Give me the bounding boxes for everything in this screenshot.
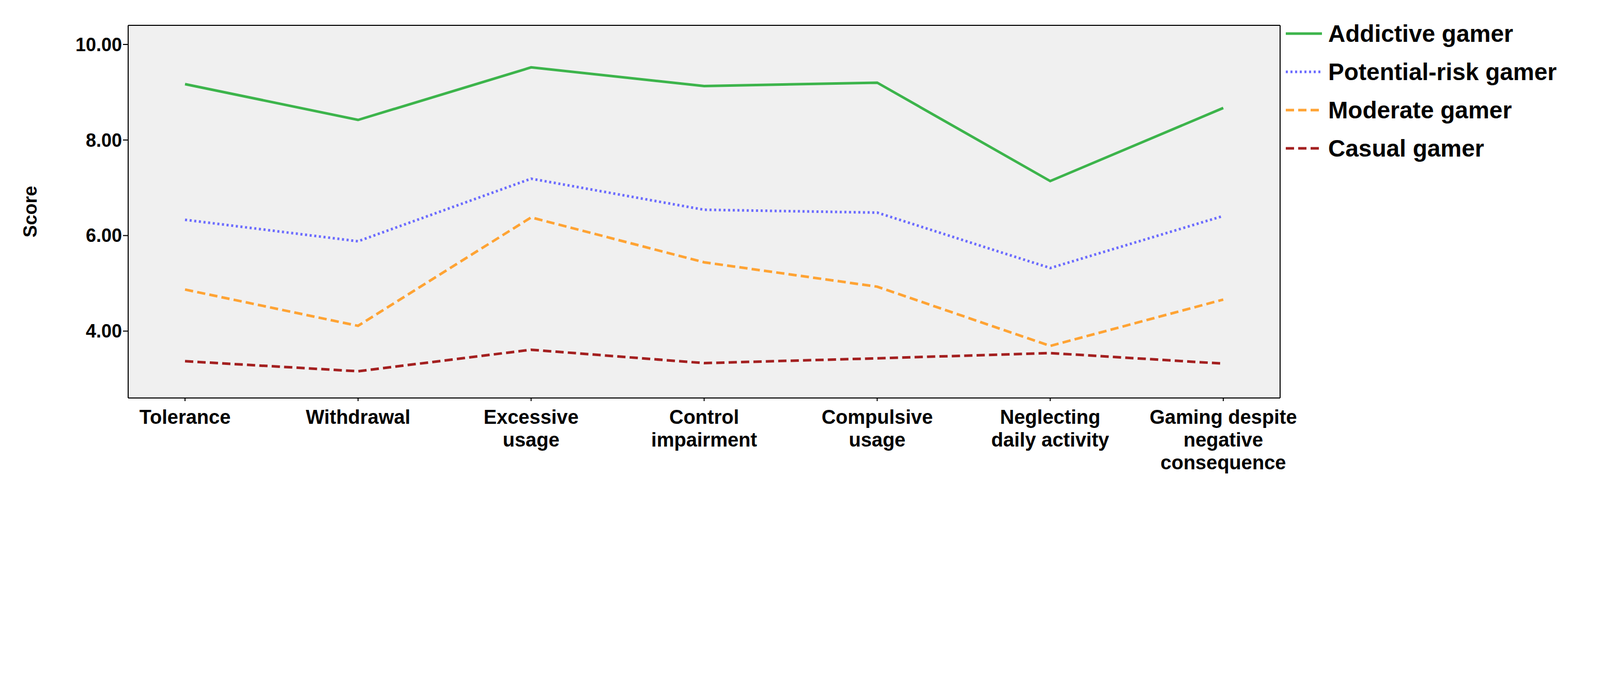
svg-text:Gaming despitenegativeconseque: Gaming despitenegativeconsequence (1149, 406, 1297, 474)
svg-text:10.00: 10.00 (75, 34, 122, 56)
svg-text:Controlimpairment: Controlimpairment (651, 406, 758, 451)
svg-text:Score: Score (19, 185, 41, 238)
svg-text:Neglectingdaily activity: Neglectingdaily activity (991, 406, 1110, 451)
svg-text:Excessiveusage: Excessiveusage (483, 406, 579, 451)
svg-text:Tolerance: Tolerance (139, 406, 232, 428)
svg-text:4.00: 4.00 (85, 320, 122, 342)
svg-text:Compulsiveusage: Compulsiveusage (821, 406, 933, 451)
html-text:Potential-risk gamer: Potential-risk gamer (1328, 58, 1557, 86)
html-text:Moderate gamer: Moderate gamer (1328, 96, 1512, 124)
html-text:Casual gamer: Casual gamer (1328, 134, 1485, 162)
svg-text:8.00: 8.00 (85, 129, 122, 151)
html-text:Addictive gamer: Addictive gamer (1328, 20, 1514, 48)
svg-text:6.00: 6.00 (85, 224, 122, 246)
svg-text:Withdrawal: Withdrawal (305, 406, 411, 428)
